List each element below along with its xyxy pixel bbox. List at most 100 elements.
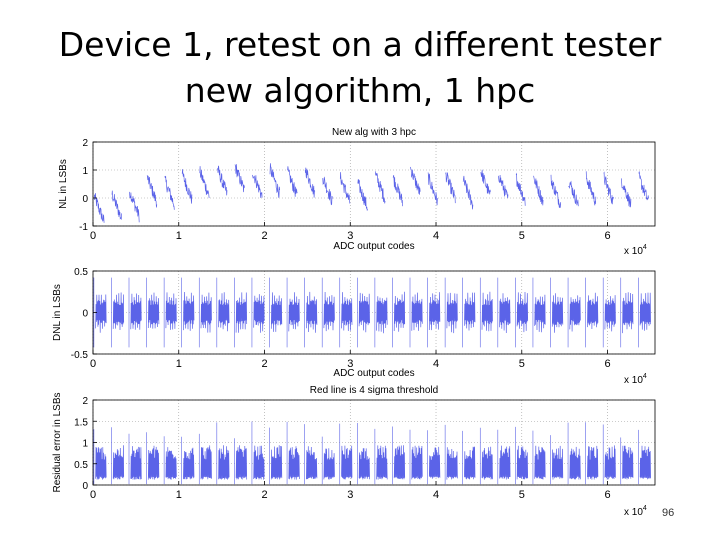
- nl-trace-segment: [111, 190, 122, 221]
- residual-trace-segment: [569, 446, 581, 480]
- residual-trace-segment: [183, 447, 195, 480]
- nl-trace-segment: [620, 178, 632, 208]
- residual-trace-segment: [534, 445, 546, 480]
- dnl-trace-segment: [218, 292, 230, 332]
- x-axis-label: ADC output codes: [333, 241, 414, 252]
- nl-trace-segment: [199, 166, 210, 199]
- dnl-trace-segment: [306, 291, 318, 333]
- dnl-trace-segment: [270, 292, 283, 332]
- nl-trace-segment: [550, 174, 562, 209]
- x-axis-label: ADC output codes: [333, 368, 414, 379]
- nl-trace-segment: [445, 172, 456, 204]
- x-axis-multiplier: x 104: [624, 505, 647, 518]
- dnl-trace-segment: [393, 291, 406, 332]
- residual-trace-segment: [516, 445, 529, 480]
- residual-trace-segment: [446, 447, 458, 480]
- x-tick-label: 3: [347, 230, 353, 242]
- residual-trace-segment: [218, 445, 230, 480]
- dnl-trace-segment: [411, 292, 423, 331]
- nl-trace-segment: [462, 175, 474, 210]
- dnl-trace-segment: [499, 293, 511, 334]
- x-tick-label: 5: [519, 230, 525, 242]
- residual-trace-segment: [464, 446, 476, 480]
- dnl-trace-segment: [428, 292, 441, 331]
- x-tick-label: 2: [261, 230, 267, 242]
- y-tick-label: 0: [82, 309, 88, 320]
- dnl-trace-segment: [516, 291, 529, 333]
- dnl-trace-segment: [639, 292, 651, 331]
- nl-trace-segment: [287, 166, 298, 197]
- dnl-trace-segment: [622, 292, 634, 334]
- residual-trace-segment: [376, 445, 388, 480]
- nl-trace-segment: [357, 179, 368, 211]
- nl-trace-segment: [181, 169, 193, 204]
- residual-trace-segment: [200, 445, 212, 480]
- y-tick-label: -0.5: [71, 350, 89, 361]
- x-tick-label: 3: [347, 489, 353, 501]
- dnl-trace-segment: [446, 292, 458, 334]
- nl-trace-segment: [480, 169, 491, 195]
- residual-trace-segment: [358, 448, 370, 480]
- dnl-trace-segment: [604, 295, 616, 332]
- nl-trace-segment: [515, 172, 526, 206]
- data-trace-series: [93, 421, 651, 485]
- slide-title-line-1: Device 1, retest on a different tester: [58, 25, 662, 64]
- x-tick-label: 0: [90, 489, 96, 501]
- residual-trace-segment: [288, 446, 300, 480]
- residual-trace-segment: [253, 445, 265, 480]
- y-tick-label: 2: [82, 138, 88, 149]
- dnl-trace-segment: [253, 294, 265, 333]
- dnl-trace-segment: [341, 292, 353, 332]
- nl-trace-segment: [269, 163, 281, 199]
- x-tick-label: 1: [176, 230, 182, 242]
- nl-trace-segment: [234, 164, 245, 193]
- nl-trace-segment: [568, 180, 579, 207]
- residual-trace-segment: [604, 445, 616, 480]
- x-axis-multiplier: x 104: [624, 373, 647, 386]
- y-axis-label: Residual error in LSBs: [52, 392, 63, 492]
- dnl-trace-segment: [235, 292, 248, 333]
- x-tick-label: 3: [347, 358, 353, 370]
- y-tick-label: 0.5: [74, 267, 88, 278]
- x-tick-label: 4: [433, 358, 439, 370]
- y-tick-label: 0: [82, 481, 88, 492]
- x-tick-label: 6: [604, 230, 610, 242]
- residual-trace-segment: [235, 445, 248, 480]
- nl-trace-segment: [146, 175, 158, 208]
- dnl-trace-segment: [481, 291, 493, 332]
- y-tick-label: 0: [82, 194, 88, 205]
- x-tick-label: 0: [90, 230, 96, 242]
- x-tick-label: 0: [90, 358, 96, 370]
- nl-trace-segment: [497, 174, 509, 199]
- nl-trace-segment: [392, 175, 403, 207]
- page-number: 96: [662, 507, 675, 519]
- data-trace-series: [93, 277, 651, 348]
- nl-trace-segment: [585, 171, 597, 206]
- x-axis-multiplier: x 104: [624, 244, 647, 257]
- nl-trace-segment: [638, 170, 649, 201]
- dnl-trace-segment: [376, 296, 388, 334]
- x-tick-label: 4: [433, 230, 439, 242]
- x-tick-label: 6: [604, 358, 610, 370]
- nl-trace-segment: [129, 191, 140, 223]
- residual-trace-segment: [306, 446, 318, 480]
- residual-trace-segment: [639, 445, 651, 480]
- dnl-trace-segment: [587, 292, 599, 330]
- slide-title: Device 1, retest on a different tester n…: [0, 22, 720, 114]
- dnl-trace-segment: [551, 293, 564, 333]
- dnl-trace-segment: [147, 292, 160, 329]
- residual-trace-segment: [551, 445, 564, 480]
- y-tick-label: 1: [82, 439, 88, 450]
- x-tick-label: 2: [261, 489, 267, 501]
- nl-trace-segment: [339, 172, 351, 204]
- residual-trace-segment: [481, 446, 493, 480]
- residual-trace-segment: [499, 445, 511, 480]
- dnl-trace-segment: [165, 292, 177, 330]
- dnl-trace-segment: [358, 292, 370, 333]
- x-tick-label: 1: [176, 358, 182, 370]
- nl-trace-segment: [410, 166, 421, 195]
- residual-trace-segment: [587, 445, 599, 480]
